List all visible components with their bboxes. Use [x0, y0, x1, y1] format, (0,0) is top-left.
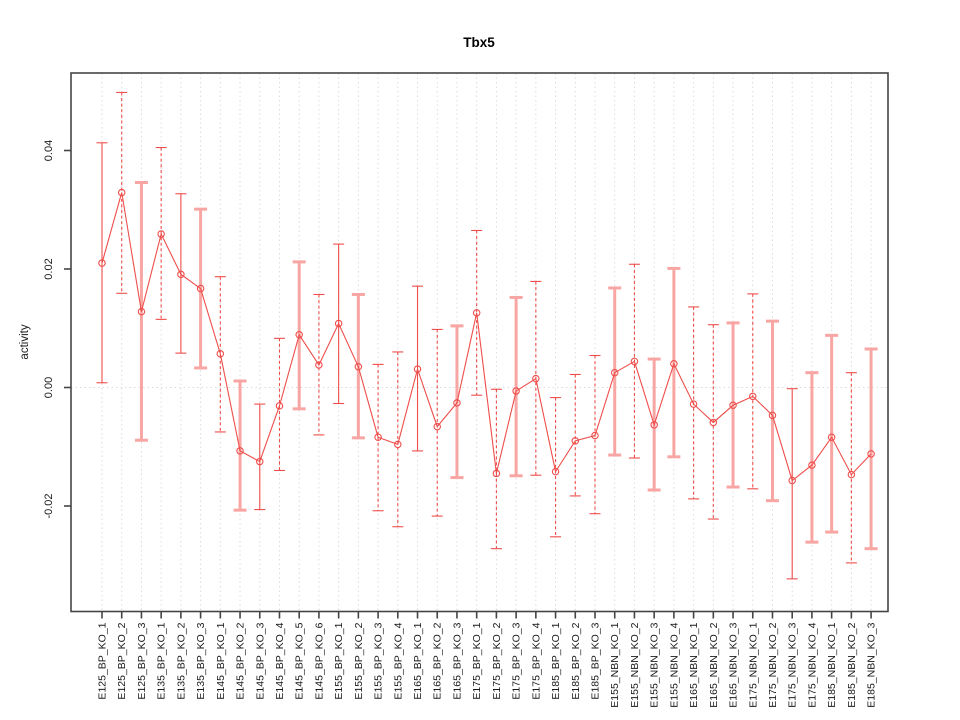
data-point-marker — [117, 188, 126, 197]
data-point-marker — [256, 457, 264, 466]
data-point-marker — [98, 259, 106, 267]
data-point-marker — [749, 392, 757, 401]
data-point-marker — [177, 270, 185, 279]
data-point-marker — [354, 363, 363, 371]
x-tick-label: E155_BP_KO_3 — [373, 622, 385, 699]
plot-frame — [70, 72, 889, 613]
y-tick-label: 0.02 — [43, 258, 55, 279]
y-tick-label: 0.00 — [43, 377, 55, 398]
data-point-marker — [413, 365, 422, 373]
x-tick-label: E155_NBN_KO_4 — [668, 622, 680, 707]
x-tick-label: E135_BP_KO_2 — [175, 622, 187, 699]
data-point-marker — [768, 411, 777, 420]
x-tick-label: E125_BP_KO_2 — [116, 622, 128, 699]
data-point-marker — [512, 387, 520, 395]
x-tick-label: E155_BP_KO_4 — [392, 622, 404, 699]
x-tick-label: E135_BP_KO_1 — [156, 622, 168, 699]
x-tick-label: E175_NBN_KO_1 — [747, 622, 759, 707]
data-point-marker — [591, 431, 599, 440]
x-tick-label: E145_BP_KO_3 — [254, 622, 266, 699]
x-tick-label: E165_NBN_KO_1 — [688, 622, 700, 707]
x-tick-label: E175_BP_KO_3 — [511, 622, 523, 699]
chart-title: Tbx5 — [463, 35, 495, 50]
data-point-marker — [532, 374, 540, 383]
data-point-marker — [571, 437, 580, 445]
x-tick-label: E165_BP_KO_1 — [412, 622, 424, 699]
data-point-marker — [689, 400, 698, 408]
data-point-marker — [472, 309, 481, 317]
x-tick-label: E175_BP_KO_2 — [491, 622, 503, 699]
x-tick-label: E175_NBN_KO_2 — [767, 622, 779, 707]
data-point-marker — [433, 422, 441, 431]
data-point-marker — [492, 469, 501, 478]
x-tick-label: E125_BP_KO_1 — [97, 622, 109, 699]
y-tick-label: -0.02 — [43, 493, 55, 518]
data-point-marker — [670, 360, 678, 368]
error-bars — [96, 91, 878, 580]
x-tick-label: E175_NBN_KO_4 — [806, 622, 818, 707]
data-point-marker — [137, 307, 146, 316]
x-tick-label: E155_BP_KO_1 — [333, 622, 345, 699]
data-point-marker — [236, 447, 244, 455]
x-tick-label: E135_BP_KO_3 — [195, 622, 207, 699]
x-tick-label: E155_NBN_KO_2 — [629, 622, 641, 707]
series-line — [101, 192, 872, 482]
data-points — [98, 188, 875, 485]
data-point-marker — [610, 368, 619, 377]
x-tick-label: E145_BP_KO_5 — [294, 622, 306, 699]
x-tick-label: E155_NBN_KO_1 — [609, 622, 621, 707]
data-point-marker — [847, 470, 856, 479]
data-point-marker — [808, 461, 816, 469]
x-tick-label: E185_BP_KO_2 — [570, 622, 582, 699]
axis-ticks-and-labels: 0.04 0.02 0.00 -0.02 E125_BP_KO_1 E125_BP_KO_… — [43, 140, 878, 708]
data-point-marker — [275, 402, 284, 410]
x-tick-label: E185_BP_KO_1 — [550, 622, 562, 699]
data-point-marker — [650, 421, 658, 429]
data-point-marker — [196, 284, 205, 293]
x-tick-label: E145_BP_KO_4 — [274, 622, 286, 699]
x-tick-label: E155_NBN_KO_3 — [649, 622, 661, 707]
data-point-marker — [729, 401, 737, 410]
x-tick-label: E155_BP_KO_2 — [353, 622, 365, 699]
x-tick-label: E175_NBN_KO_3 — [787, 622, 799, 707]
data-point-marker — [709, 418, 718, 427]
x-tick-label: E165_NBN_KO_3 — [728, 622, 740, 707]
y-axis-label: activity — [19, 324, 31, 359]
data-point-marker — [295, 331, 303, 339]
gridlines — [71, 73, 888, 612]
x-tick-label: E145_BP_KO_2 — [235, 622, 247, 699]
x-tick-label: E145_BP_KO_1 — [215, 622, 227, 699]
y-tick-label: 0.04 — [43, 140, 55, 161]
data-point-marker — [453, 399, 461, 407]
data-line — [101, 192, 872, 482]
x-tick-label: E185_BP_KO_3 — [590, 622, 602, 699]
data-point-marker — [374, 433, 382, 442]
x-tick-label: E145_BP_KO_6 — [313, 622, 325, 699]
x-tick-label: E165_BP_KO_2 — [432, 622, 444, 699]
x-tick-label: E125_BP_KO_3 — [136, 622, 148, 699]
data-point-marker — [788, 476, 796, 485]
plot-border — [70, 72, 889, 613]
data-point-marker — [867, 450, 875, 458]
data-point-marker — [157, 230, 165, 238]
data-point-marker — [827, 433, 836, 442]
data-point-marker — [630, 357, 639, 366]
data-point-marker — [334, 319, 343, 328]
x-tick-label: E175_BP_KO_4 — [530, 622, 542, 699]
x-tick-label: E175_BP_KO_1 — [471, 622, 483, 699]
data-point-marker — [315, 361, 323, 369]
x-tick-label: E185_NBN_KO_3 — [866, 622, 878, 707]
x-tick-label: E165_BP_KO_3 — [451, 622, 463, 699]
x-tick-label: E185_NBN_KO_1 — [826, 622, 838, 707]
x-tick-label: E165_NBN_KO_2 — [708, 622, 720, 707]
data-point-marker — [394, 440, 402, 449]
data-point-marker — [216, 349, 225, 358]
data-point-marker — [551, 467, 560, 476]
x-tick-label: E185_NBN_KO_2 — [846, 622, 858, 707]
